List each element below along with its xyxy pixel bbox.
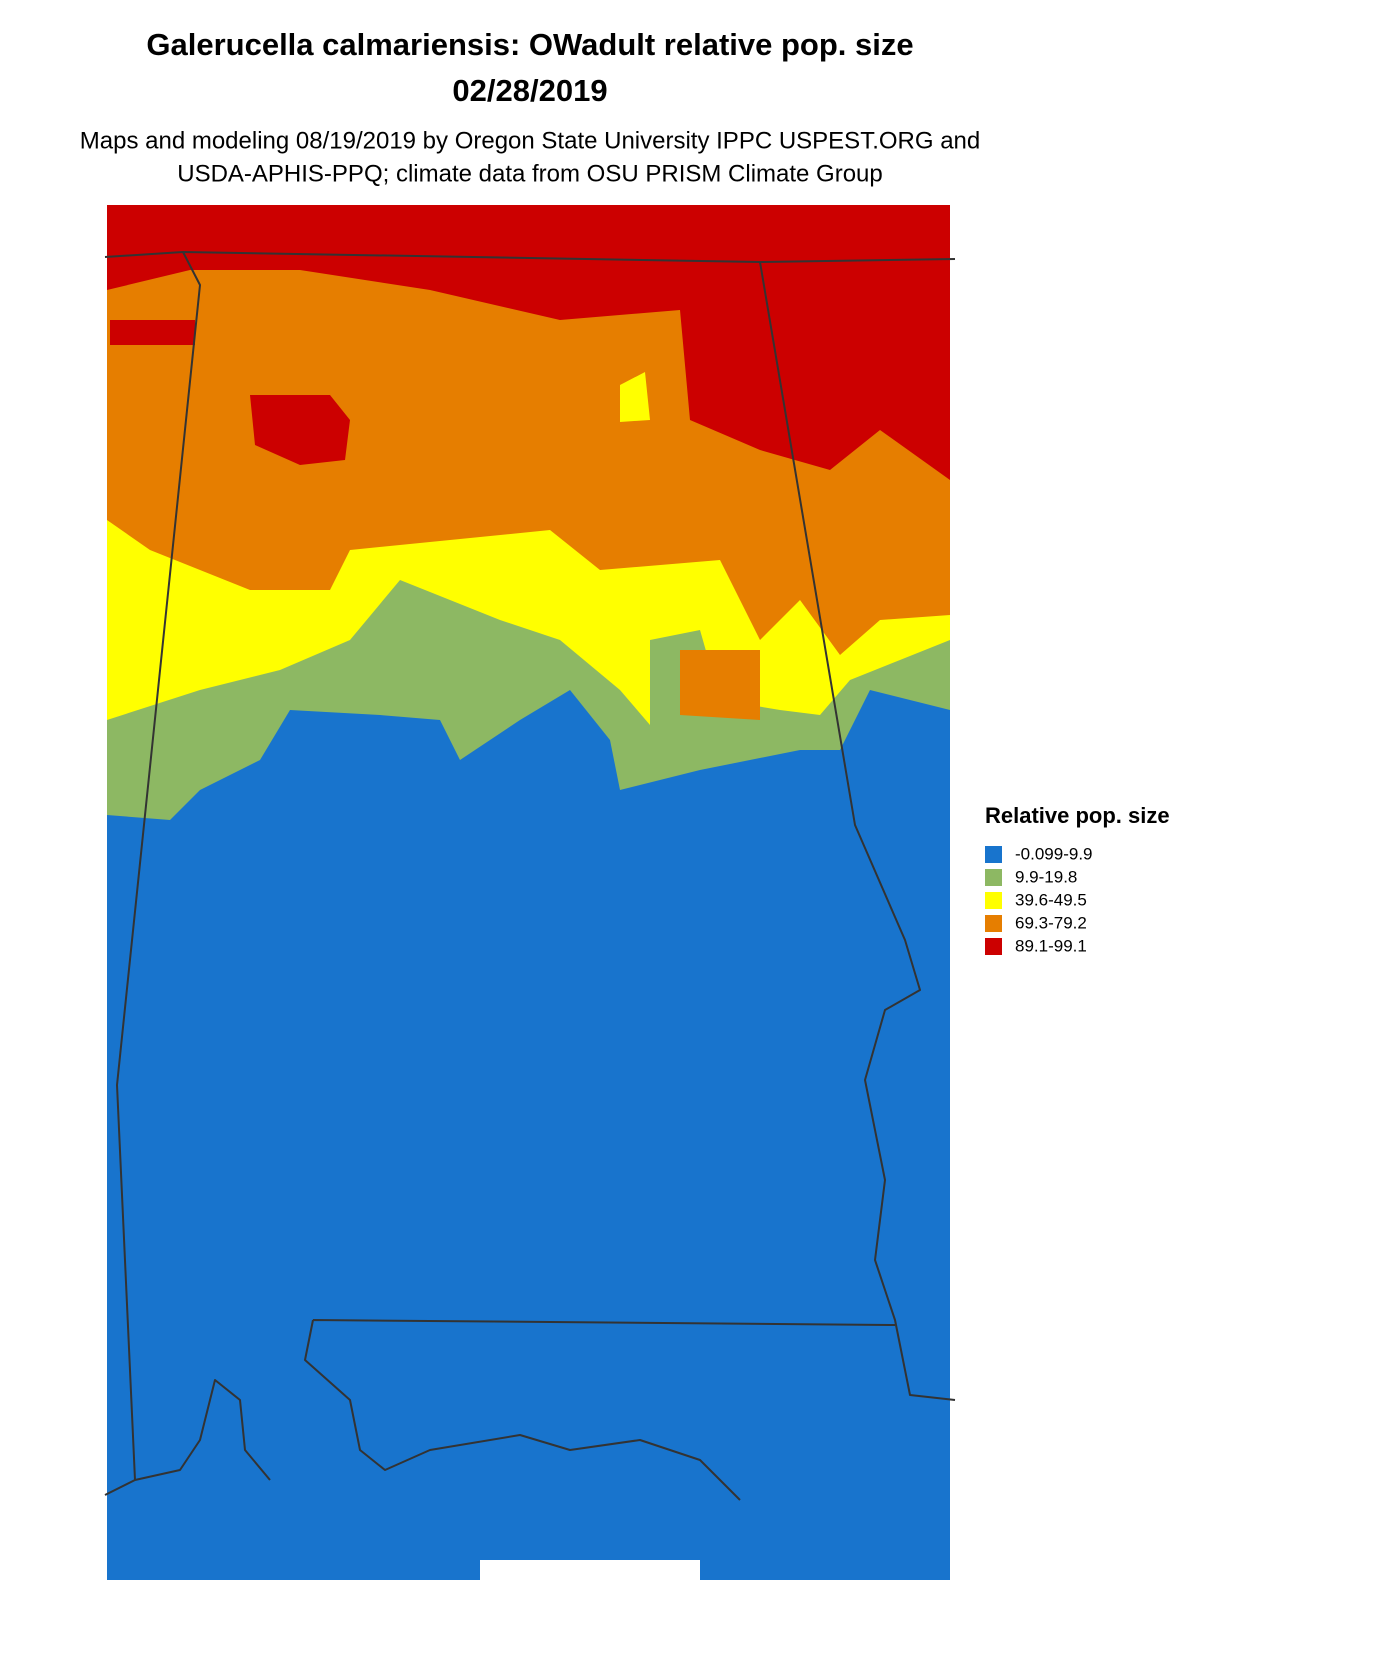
legend: Relative pop. size -0.099-9.9 9.9-19.8 39.… — [985, 803, 1170, 955]
map — [104, 205, 956, 1580]
subtitle: Maps and modeling 08/19/2019 by Oregon S… — [80, 127, 980, 154]
zone-orange — [680, 650, 760, 720]
legend-swatch — [985, 869, 1002, 886]
subtitle: USDA-APHIS-PPQ; climate data from OSU PR… — [177, 160, 883, 187]
zone-red — [250, 395, 350, 465]
legend-swatch — [985, 915, 1002, 932]
no-data — [480, 1560, 700, 1580]
legend-label: -0.099-9.9 — [1015, 844, 1093, 863]
zone-yellow — [620, 372, 650, 422]
legend-swatch — [985, 892, 1002, 909]
zone-red — [107, 205, 950, 480]
legend-title: Relative pop. size — [985, 803, 1170, 828]
legend-label: 39.6-49.5 — [1015, 890, 1087, 909]
legend-label: 9.9-19.8 — [1015, 867, 1077, 886]
title-date: 02/28/2019 — [452, 73, 607, 108]
legend-label: 89.1-99.1 — [1015, 936, 1087, 955]
legend-swatch — [985, 846, 1002, 863]
zone-red — [110, 320, 195, 345]
legend-label: 69.3-79.2 — [1015, 913, 1087, 932]
state-border — [104, 251, 956, 1501]
title: Galerucella calmariensis: OWadult relati… — [146, 27, 913, 62]
legend-swatch — [985, 938, 1002, 955]
